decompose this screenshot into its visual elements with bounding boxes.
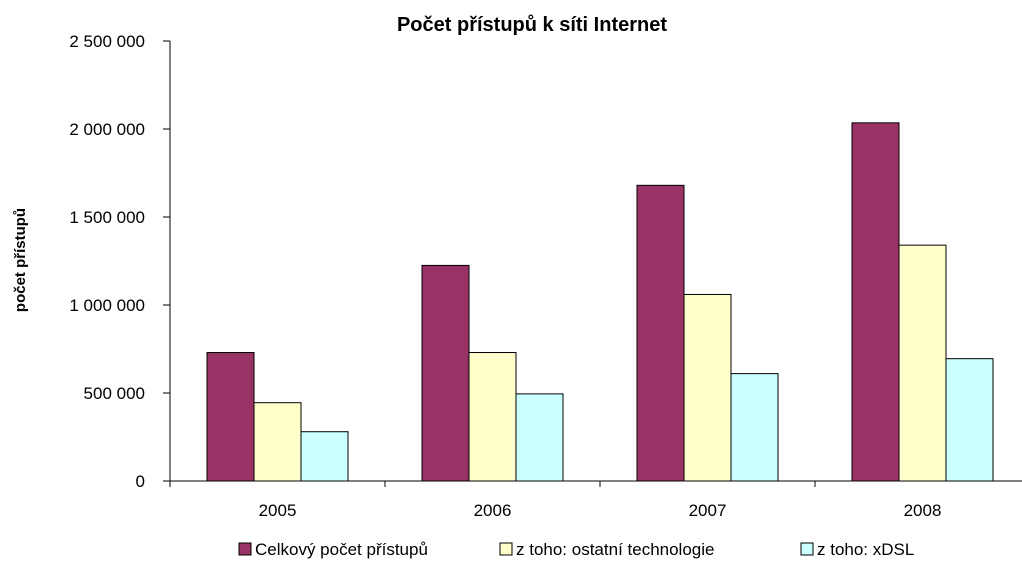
legend-label-2: z toho: ostatní technologie xyxy=(516,540,714,559)
bar-1-2007 xyxy=(636,184,685,482)
y-tick-label: 1 000 000 xyxy=(69,296,145,315)
chart-title: Počet přístupů k síti Internet xyxy=(397,14,667,36)
x-axis: 2005 2006 2007 2008 xyxy=(169,481,942,520)
bar-3-2006 xyxy=(515,393,564,482)
y-tick-label: 2 500 000 xyxy=(69,32,145,51)
y-tick-label: 0 xyxy=(136,472,145,491)
y-axis-label: počet přístupů xyxy=(12,208,29,312)
y-tick-label: 500 000 xyxy=(84,384,145,403)
bar-3-2005 xyxy=(300,431,349,482)
bar-2-2006 xyxy=(468,352,517,482)
legend-label-1: Celkový počet přístupů xyxy=(255,540,428,559)
y-tick-label: 1 500 000 xyxy=(69,208,145,227)
bar-2-2005 xyxy=(253,402,302,482)
legend-label-3: z toho: xDSL xyxy=(817,540,914,559)
bar-1-2008 xyxy=(851,122,900,482)
bar-1-2005 xyxy=(206,352,255,482)
bar-1-2006 xyxy=(421,264,470,482)
bar-2-2008 xyxy=(898,244,947,482)
legend-swatch-3 xyxy=(800,542,814,556)
x-tick-label: 2005 xyxy=(259,501,297,520)
x-tick-label: 2008 xyxy=(904,501,942,520)
bar-3-2007 xyxy=(730,373,779,482)
legend: Celkový počet přístupů z toho: ostatní te… xyxy=(238,540,914,559)
y-tick-label: 2 000 000 xyxy=(69,120,145,139)
x-tick-label: 2006 xyxy=(474,501,512,520)
bars xyxy=(206,122,994,482)
legend-swatch-1 xyxy=(238,542,252,556)
bar-2-2007 xyxy=(683,293,732,482)
legend-swatch-2 xyxy=(499,542,513,556)
bar-3-2008 xyxy=(945,358,994,482)
x-tick-label: 2007 xyxy=(689,501,727,520)
y-axis: 0 500 000 1 000 000 1 500 000 2 000 000 2 500… xyxy=(69,32,170,491)
